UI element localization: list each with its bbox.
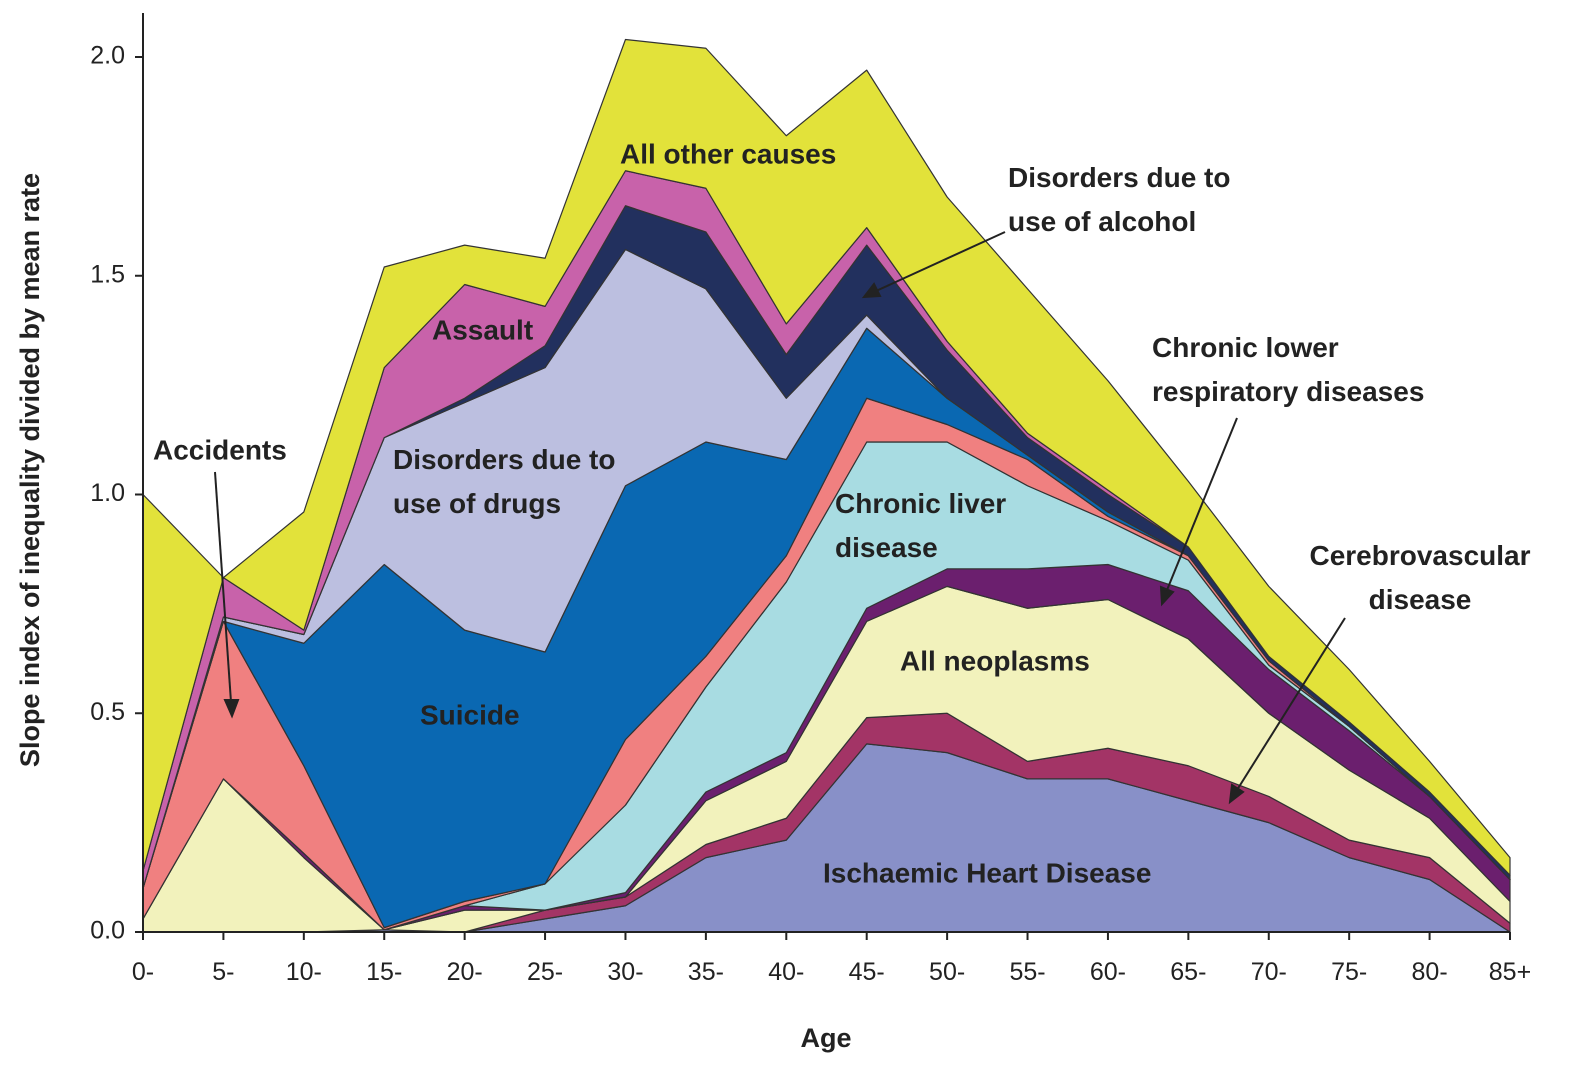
series-label: Assault	[432, 314, 533, 345]
arrow	[214, 471, 232, 703]
label-line: use of alcohol	[1008, 206, 1196, 237]
label-line: use of drugs	[393, 488, 561, 519]
x-tick-label: 60-	[1090, 958, 1126, 986]
arrow	[875, 231, 1006, 292]
label-line: disease	[1369, 584, 1472, 615]
area	[142, 38, 1511, 876]
label-line: respiratory diseases	[1152, 376, 1424, 407]
x-tick-label: 10-	[286, 958, 322, 986]
x-tick-label: 30-	[607, 958, 643, 986]
x-tick-label: 15-	[366, 958, 402, 986]
y-tick-label: 1.0	[90, 479, 125, 507]
x-axis-title: Age	[800, 1023, 851, 1053]
label-line: Chronic liver	[835, 488, 1006, 519]
series-label: Chronic lower respiratory diseases	[1152, 332, 1424, 407]
x-tick-label: 75-	[1331, 958, 1367, 986]
x-tick-label: 65-	[1170, 958, 1206, 986]
areas	[142, 38, 1511, 933]
x-tick-label: 20-	[447, 958, 483, 986]
arrow	[1166, 417, 1238, 591]
label-line: Cerebrovascular	[1309, 540, 1530, 571]
arrow-head	[861, 282, 882, 299]
x-tick-label: 25-	[527, 958, 563, 986]
y-tick-label: 2.0	[90, 42, 125, 70]
series-label: Chronic liver disease	[835, 488, 1006, 563]
y-axis-title: Slope index of inequality divided by mea…	[15, 173, 45, 767]
series-label: All other causes	[620, 138, 836, 169]
y-tick-label: 0.0	[90, 917, 125, 945]
x-tick-label: 40-	[768, 958, 804, 986]
label-line: disease	[835, 532, 938, 563]
series-label: Accidents	[153, 434, 287, 465]
series-label: Disorders due to use of drugs	[393, 444, 615, 519]
arrow-head	[1159, 585, 1175, 607]
label-line: Chronic lower	[1152, 332, 1339, 363]
x-tick-label: 45-	[849, 958, 885, 986]
axes	[135, 13, 1511, 940]
x-tick-label: 85+	[1489, 958, 1531, 986]
x-tick-label: 0-	[132, 958, 154, 986]
label-line: Disorders due to	[1008, 162, 1230, 193]
arrow	[1236, 617, 1346, 791]
arrow-head	[1228, 783, 1245, 805]
y-tick-label: 0.5	[90, 698, 125, 726]
series-label: Ischaemic Heart Disease	[823, 857, 1151, 888]
arrows	[214, 231, 1346, 805]
series-label: Cerebrovascular disease	[1309, 540, 1530, 615]
x-tick-label: 35-	[688, 958, 724, 986]
label-line: Disorders due to	[393, 444, 615, 475]
x-tick-label: 50-	[929, 958, 965, 986]
series-label: Suicide	[420, 699, 520, 730]
series-label: Disorders due to use of alcohol	[1008, 162, 1230, 237]
x-tick-label: 80-	[1412, 958, 1448, 986]
arrow-head	[223, 699, 240, 719]
x-tick-label: 70-	[1251, 958, 1287, 986]
x-tick-label: 55-	[1009, 958, 1045, 986]
x-tick-label: 5-	[212, 958, 234, 986]
series-label: All neoplasms	[900, 645, 1090, 676]
y-tick-label: 1.5	[90, 260, 125, 288]
